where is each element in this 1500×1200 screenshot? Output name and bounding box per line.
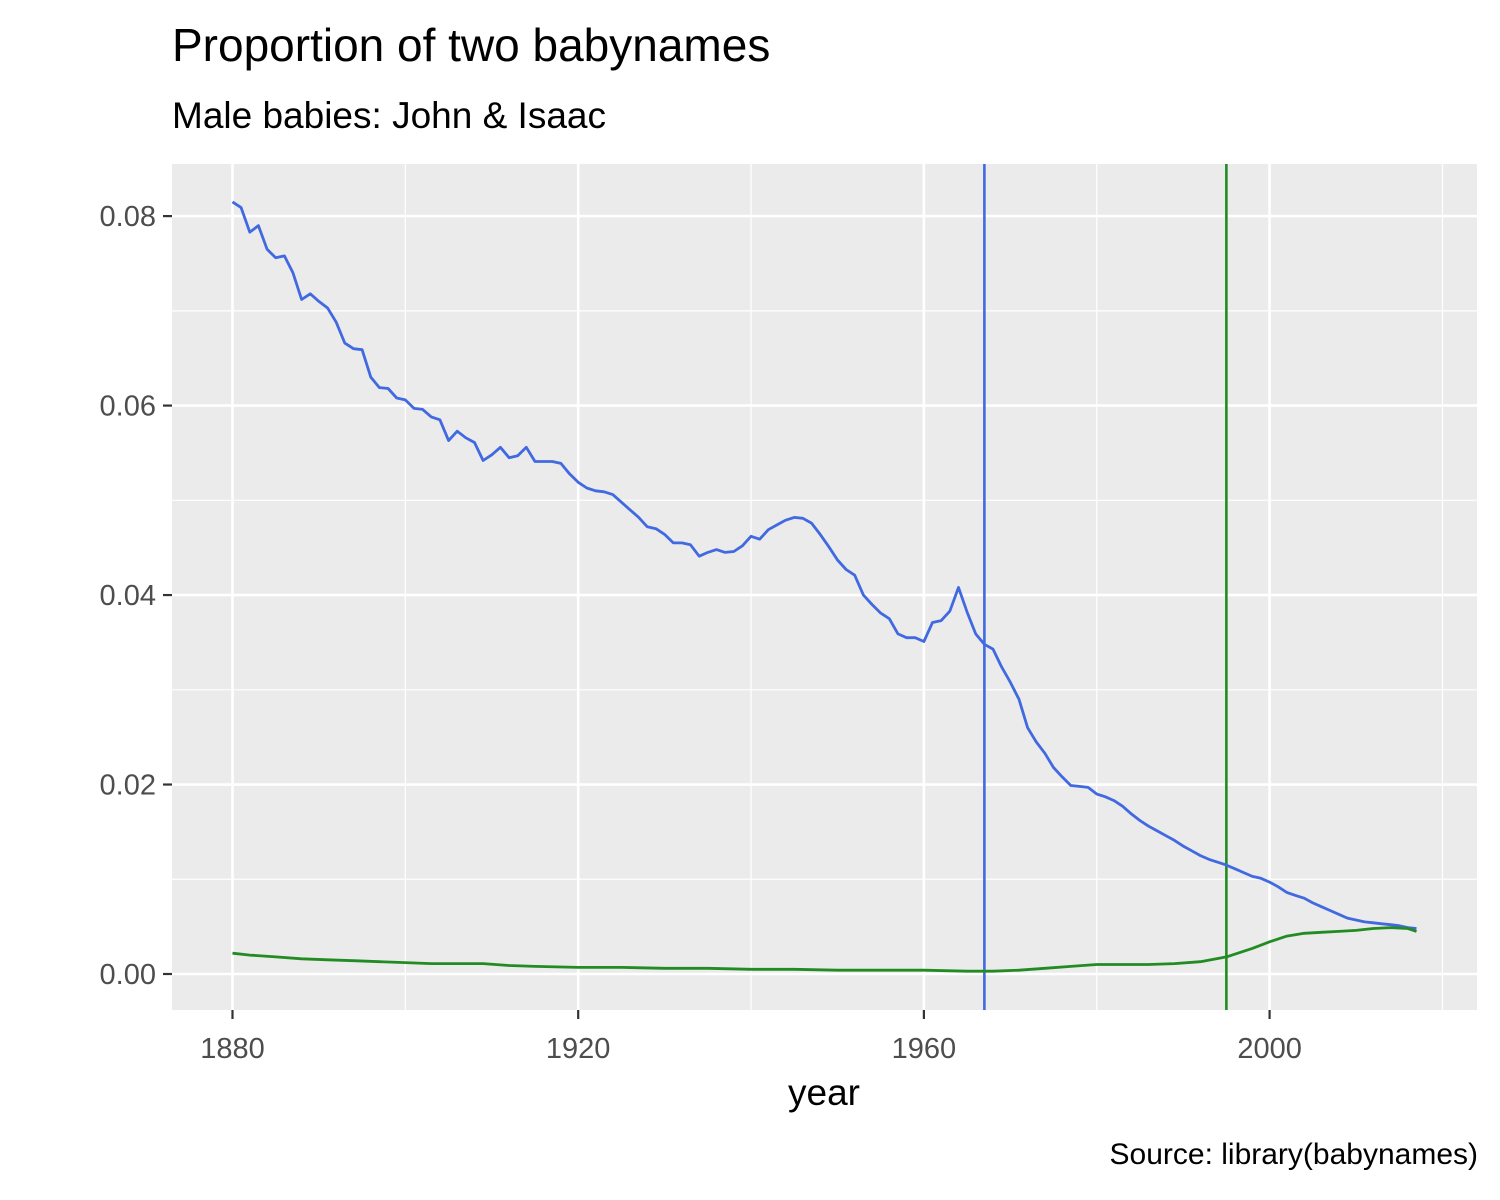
x-tick-label: 1880 [200,1033,265,1065]
series-line-1 [231,200,1417,930]
axis-ticks: 1880 1920 1960 2000 0.00 0.02 0.04 0.06 0.08 [100,201,1302,1065]
grid-lines [172,164,1477,1010]
y-tick-label: 0.04 [100,580,156,612]
plot-panel [172,164,1477,1010]
x-tick-label: 2000 [1237,1033,1302,1065]
y-tick-label: 0.06 [100,391,156,423]
series-lines [231,200,1417,973]
y-tick-label: 0.00 [100,959,156,991]
chart-caption: Source: library(babynames) [1109,1138,1478,1171]
series-line-2 [232,926,1417,973]
x-tick-label: 1960 [892,1033,957,1065]
x-axis-label: year [788,1072,860,1113]
chart-subtitle: Male babies: John & Isaac [172,95,606,136]
reference-lines [983,164,1228,1010]
chart-title: Proportion of two babynames [172,19,771,71]
y-tick-label: 0.02 [100,770,156,802]
y-tick-label: 0.08 [100,201,156,233]
x-tick-label: 1920 [546,1033,611,1065]
